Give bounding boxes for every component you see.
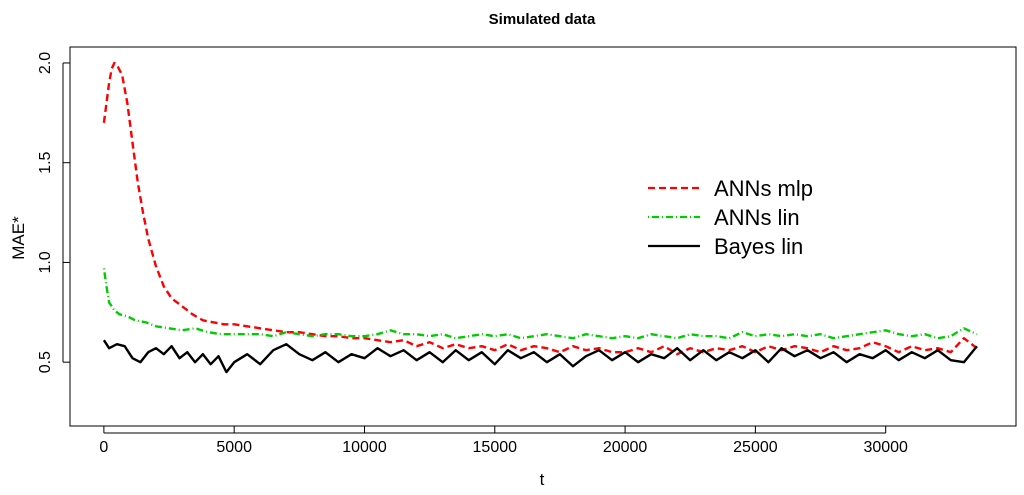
y-tick-label: 1.5 <box>37 151 54 173</box>
y-tick-label: 2.0 <box>37 52 54 74</box>
legend-label-3: Bayes lin <box>714 234 803 259</box>
y-axis-label: MAE* <box>9 216 28 260</box>
plot-frame <box>69 46 1017 427</box>
x-tick-label: 5000 <box>216 439 252 456</box>
x-tick-label: 30000 <box>863 439 908 456</box>
series-line-2 <box>102 268 978 340</box>
legend-label-1: ANNs mlp <box>714 176 813 201</box>
legend: ANNs mlp ANNs lin Bayes lin <box>648 176 813 259</box>
series-line-3 <box>102 339 978 374</box>
plot-area <box>102 61 978 374</box>
axes: 0 5000 10000 15000 20000 25000 30000 0.5 1.0 1.5 2… <box>37 46 1017 456</box>
x-axis-label: t <box>540 470 545 489</box>
x-tick-label: 10000 <box>342 439 387 456</box>
series-line-1 <box>102 61 978 356</box>
y-tick-label: 0.5 <box>37 351 54 373</box>
chart-title: Simulated data <box>489 11 596 28</box>
x-tick-label: 20000 <box>603 439 648 456</box>
x-tick-label: 25000 <box>733 439 778 456</box>
x-tick-label: 15000 <box>473 439 518 456</box>
legend-label-2: ANNs lin <box>714 205 800 230</box>
y-tick-label: 1.0 <box>37 251 54 273</box>
x-tick-label: 0 <box>99 439 108 456</box>
